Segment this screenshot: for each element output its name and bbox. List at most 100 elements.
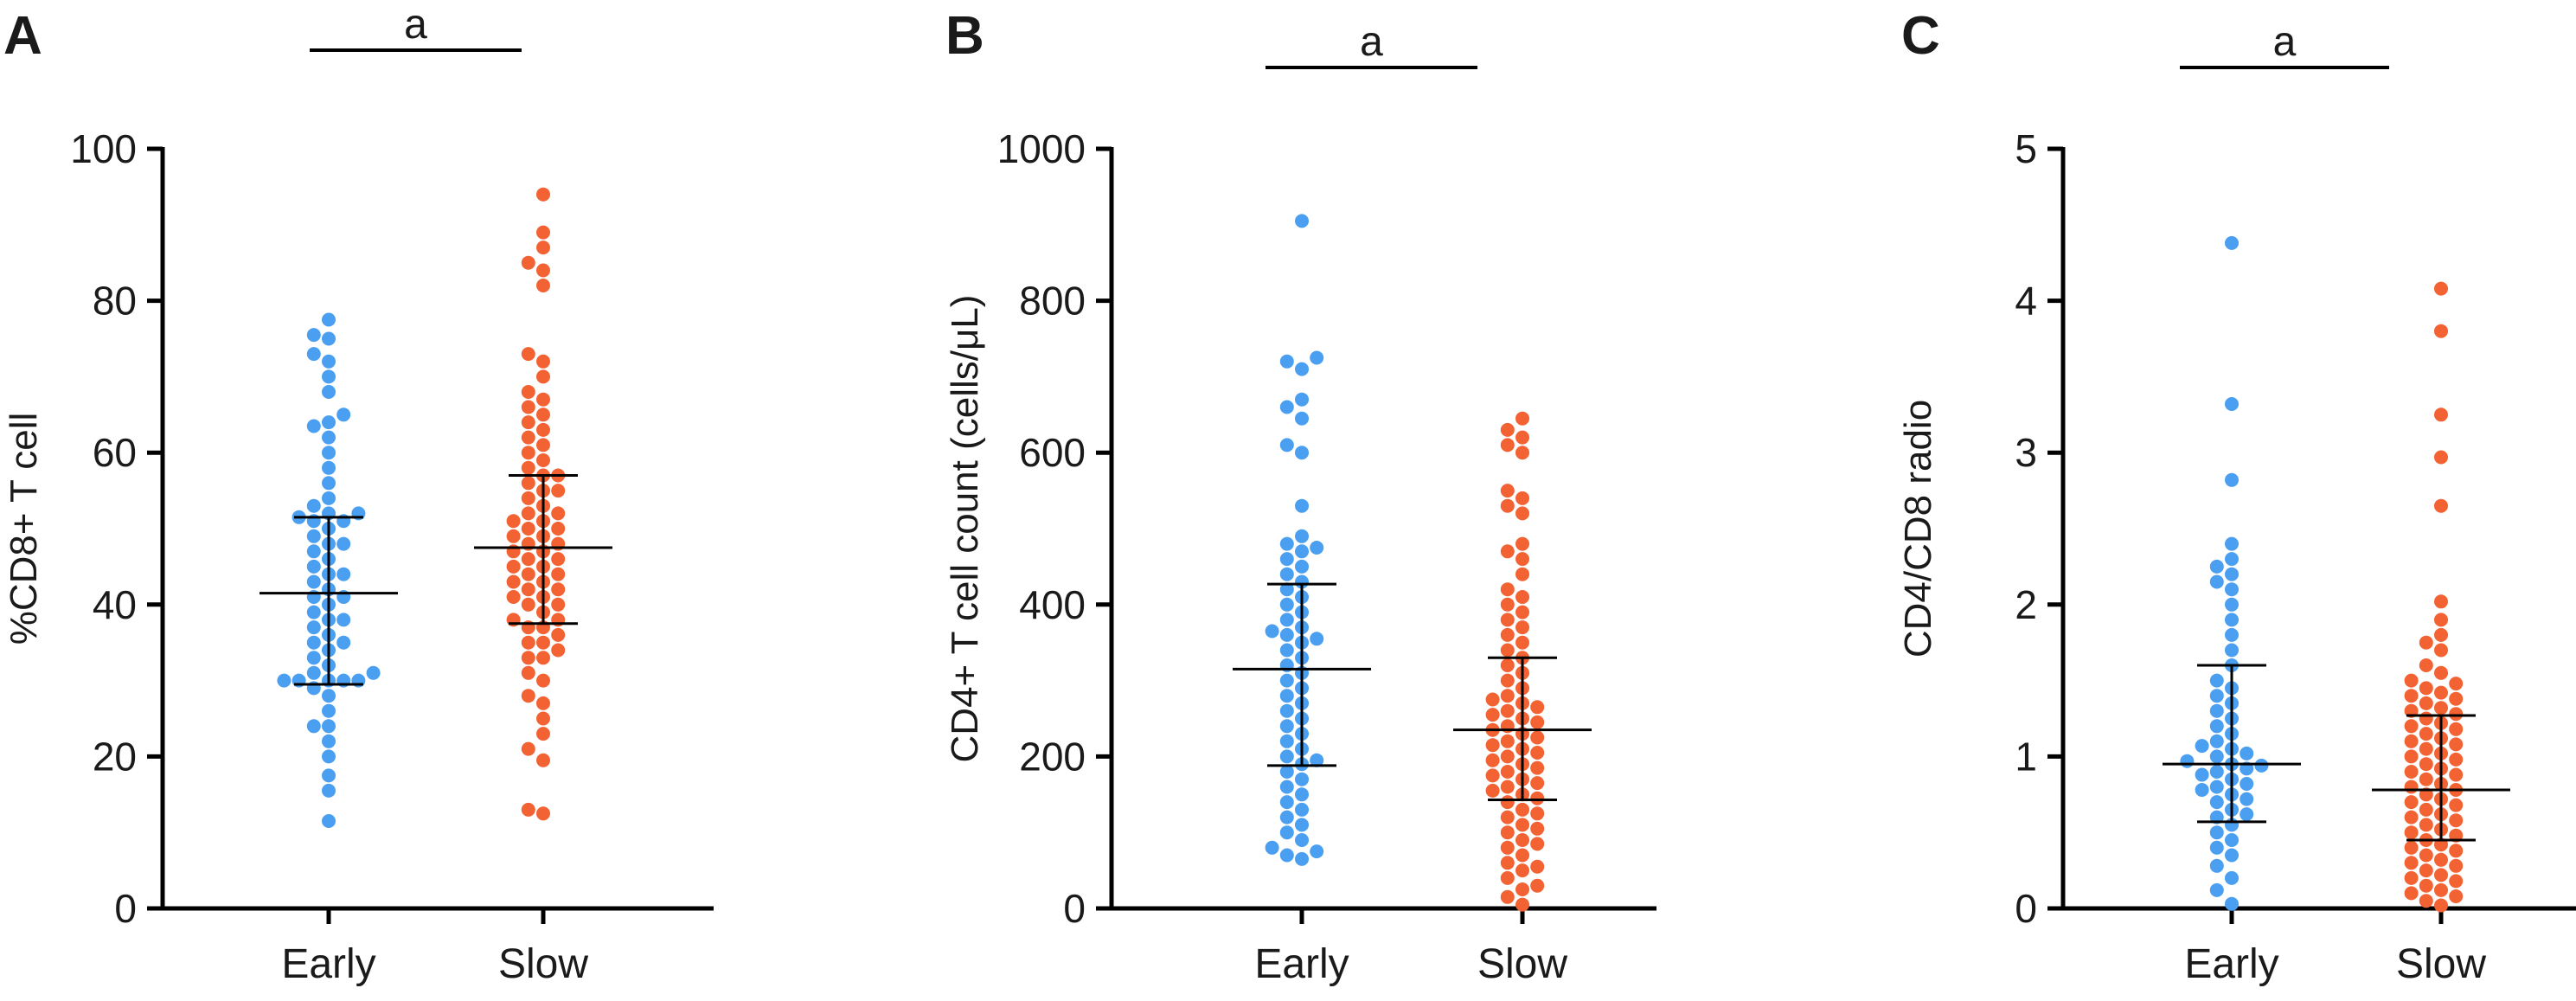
y-tick-label: 100 — [70, 126, 137, 171]
data-point-slow — [1515, 491, 1529, 505]
data-point-early — [1295, 411, 1309, 426]
data-point-early — [2225, 643, 2239, 658]
data-point-early — [2225, 833, 2239, 847]
data-point-slow — [1515, 848, 1529, 863]
data-point-slow — [2434, 665, 2448, 680]
data-point-early — [2240, 777, 2254, 791]
data-point-early — [1295, 851, 1309, 866]
x-category-label-slow: Slow — [498, 941, 588, 987]
data-point-slow — [2404, 734, 2419, 748]
data-point-early — [1279, 613, 1294, 627]
data-point-early — [306, 529, 321, 543]
data-point-slow — [536, 753, 550, 767]
x-category-label-early: Early — [1254, 941, 1349, 987]
data-point-early — [2254, 758, 2269, 773]
data-point-slow — [2434, 407, 2448, 422]
data-point-slow — [2404, 810, 2419, 825]
data-point-slow — [536, 392, 550, 407]
data-point-slow — [521, 400, 535, 414]
data-point-slow — [521, 597, 535, 612]
data-point-early — [2225, 582, 2239, 597]
data-point-slow — [2449, 722, 2464, 736]
data-point-early — [1295, 446, 1309, 460]
data-point-slow — [521, 741, 535, 756]
data-point-early — [322, 783, 336, 798]
data-point-slow — [521, 430, 535, 445]
data-point-slow — [2449, 691, 2464, 706]
data-point-early — [1279, 400, 1294, 414]
data-point-slow — [1515, 590, 1529, 604]
data-point-slow — [1515, 536, 1529, 551]
data-point-slow — [2419, 757, 2433, 772]
data-point-slow — [536, 696, 550, 710]
data-point-early — [2209, 795, 2224, 810]
data-point-early — [336, 536, 351, 551]
data-point-slow — [2434, 882, 2448, 897]
data-point-slow — [521, 522, 535, 536]
data-point-slow — [2419, 635, 2433, 650]
data-point-slow — [2434, 868, 2448, 882]
data-point-slow — [2404, 840, 2419, 855]
data-point-early — [1279, 689, 1294, 703]
data-point-early — [1265, 624, 1279, 638]
data-point-slow — [1485, 768, 1500, 783]
data-point-early — [2225, 552, 2239, 567]
data-point-early — [306, 665, 321, 680]
data-point-slow — [2404, 795, 2419, 810]
x-category-label-slow: Slow — [2396, 941, 2486, 987]
data-point-slow — [521, 255, 535, 270]
data-point-early — [1279, 795, 1294, 810]
data-point-early — [322, 703, 336, 718]
data-point-early — [1279, 734, 1294, 748]
data-point-slow — [1515, 605, 1529, 619]
y-tick-label: 200 — [1019, 734, 1086, 779]
data-point-slow — [2434, 498, 2448, 513]
data-point-early — [1279, 749, 1294, 764]
data-point-early — [322, 491, 336, 505]
data-point-slow — [2419, 772, 2433, 786]
data-point-early — [306, 605, 321, 619]
data-point-early — [2225, 848, 2239, 863]
data-point-slow — [536, 225, 550, 240]
y-tick-label: 800 — [1019, 279, 1086, 324]
data-point-slow — [1485, 708, 1500, 722]
data-point-early — [1279, 627, 1294, 642]
data-point-slow — [2419, 802, 2433, 817]
data-point-early — [1295, 362, 1309, 376]
data-point-early — [1310, 541, 1324, 555]
data-point-early — [1279, 582, 1294, 597]
data-point-slow — [536, 279, 550, 292]
data-point-early — [2180, 754, 2195, 768]
data-point-early — [1279, 825, 1294, 840]
data-point-slow — [536, 673, 550, 688]
data-point-slow — [1500, 544, 1515, 559]
data-point-early — [1295, 544, 1309, 559]
data-point-early — [1295, 529, 1309, 543]
y-tick-label: 1000 — [997, 126, 1086, 171]
data-point-early — [2240, 792, 2254, 806]
data-point-slow — [1500, 498, 1515, 513]
significance-label: a — [1360, 19, 1383, 65]
data-point-slow — [2404, 825, 2419, 840]
data-point-early — [2209, 689, 2224, 703]
data-point-slow — [2449, 858, 2464, 873]
data-point-slow — [521, 689, 535, 703]
data-point-early — [2195, 767, 2209, 782]
data-point-slow — [1530, 730, 1545, 745]
data-point-early — [1295, 498, 1309, 513]
data-point-early — [306, 328, 321, 343]
data-point-slow — [536, 241, 550, 255]
data-point-slow — [1500, 703, 1515, 718]
data-point-slow — [2449, 889, 2464, 903]
data-point-early — [1295, 818, 1309, 832]
data-point-early — [2195, 739, 2209, 754]
data-point-early — [366, 665, 381, 680]
data-point-early — [1279, 552, 1294, 567]
data-point-slow — [2434, 643, 2448, 658]
data-point-slow — [551, 567, 566, 581]
y-tick-label: 60 — [93, 430, 137, 475]
data-point-slow — [2419, 741, 2433, 756]
data-point-slow — [1515, 818, 1529, 832]
panel-letter-A: A — [3, 6, 42, 66]
data-point-slow — [521, 635, 535, 650]
